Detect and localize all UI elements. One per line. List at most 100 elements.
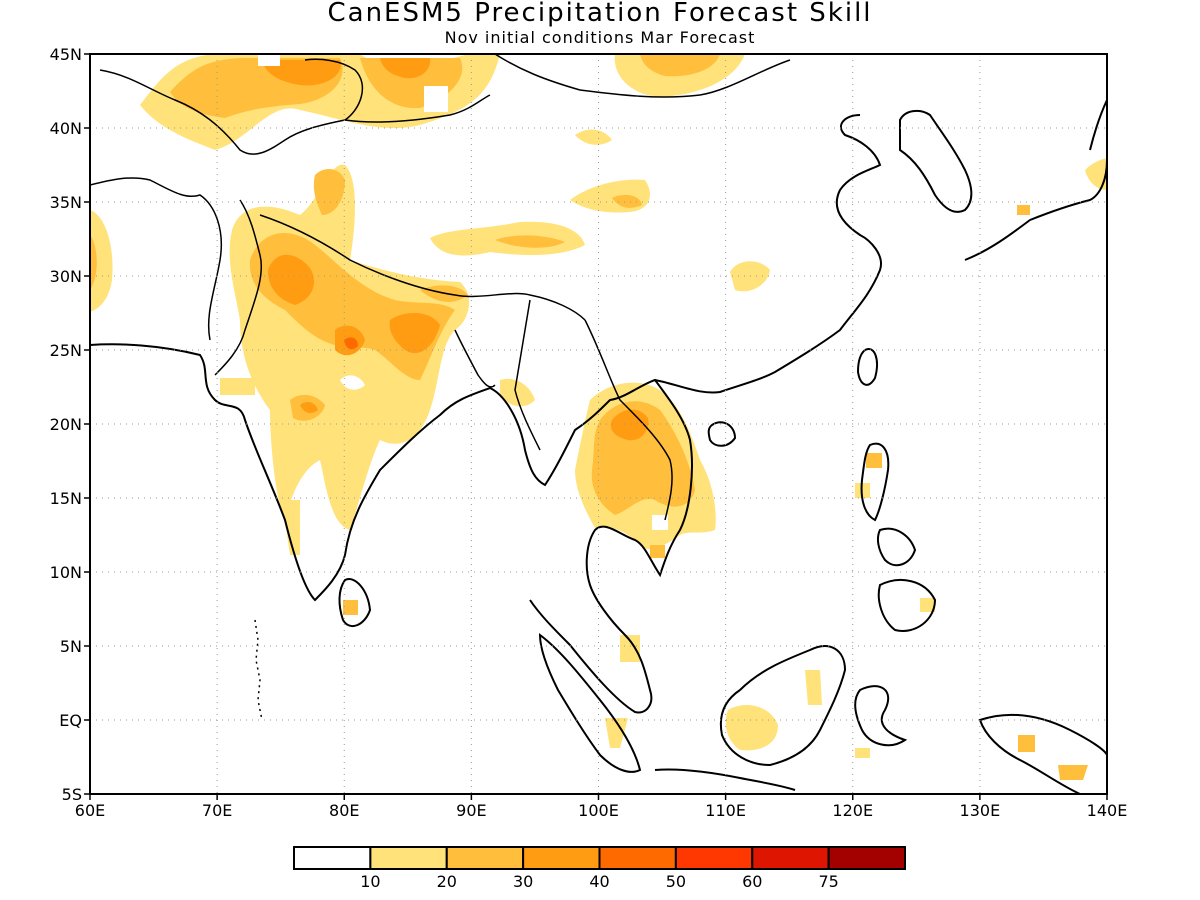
skill-region-qinghai-mid bbox=[612, 194, 642, 208]
colorbar-label: 10 bbox=[360, 872, 380, 891]
colorbar-label: 20 bbox=[437, 872, 457, 891]
x-axis-ticks: 60E 70E 80E 90E 100E 110E 120E 130E 140E bbox=[75, 794, 1128, 820]
skill-gap-4 bbox=[652, 515, 668, 530]
x-tick-label: 90E bbox=[456, 801, 486, 820]
coast-india bbox=[90, 343, 693, 714]
y-tick-label: 10N bbox=[50, 563, 82, 582]
skill-region-newguinea-east bbox=[1058, 765, 1088, 780]
y-tick-label: 35N bbox=[50, 193, 82, 212]
border-myanmar bbox=[514, 299, 541, 451]
skill-region-mindanao bbox=[920, 598, 935, 612]
y-tick-label: 45N bbox=[50, 45, 82, 64]
colorbar-label: 30 bbox=[513, 872, 533, 891]
map-title: CanESM5 Precipitation Forecast Skill bbox=[327, 0, 873, 28]
coast-sulawesi bbox=[854, 685, 908, 747]
coast-china-east bbox=[654, 114, 882, 394]
colorbar-swatch bbox=[827, 846, 906, 870]
coast-laccadives bbox=[254, 619, 263, 721]
borders bbox=[90, 54, 791, 521]
skill-gap-1 bbox=[258, 54, 280, 66]
skill-region-sumatra bbox=[605, 718, 628, 748]
skill-region-burma bbox=[500, 378, 535, 407]
colorbar-swatch bbox=[522, 846, 601, 870]
coast-luzon bbox=[860, 442, 890, 522]
coast-visayas bbox=[876, 527, 917, 567]
skill-region-mongolia-south bbox=[575, 129, 612, 145]
skill-shading bbox=[90, 54, 1107, 780]
y-tick-label: 40N bbox=[50, 119, 82, 138]
skill-region-mongolia-core bbox=[640, 54, 720, 77]
coast-japan bbox=[964, 99, 1107, 261]
skill-region-central-india-red bbox=[344, 337, 358, 350]
colorbar-swatch bbox=[445, 846, 525, 870]
x-tick-label: 140E bbox=[1087, 801, 1128, 820]
coast-korea bbox=[899, 109, 973, 213]
border-india-china bbox=[259, 214, 586, 321]
coast-java bbox=[654, 768, 796, 791]
skill-region-japan bbox=[1085, 158, 1107, 190]
skill-region-luzon bbox=[866, 453, 882, 468]
y-axis-ticks: 45N 40N 35N 30N 25N 20N 15N 10N 5N EQ 5S bbox=[50, 45, 90, 804]
border-pakistan-india bbox=[214, 199, 263, 376]
coast-hainan bbox=[707, 421, 737, 447]
y-tick-label: 25N bbox=[50, 341, 82, 360]
x-tick-label: 130E bbox=[960, 801, 1001, 820]
skill-region-tibet-mid bbox=[495, 235, 565, 248]
colorbar-swatch bbox=[751, 846, 830, 870]
skill-region-srilanka bbox=[343, 600, 358, 615]
y-tick-label: EQ bbox=[59, 711, 82, 730]
skill-region-indochina-core bbox=[610, 409, 649, 441]
skill-region-central-asia-core bbox=[262, 60, 341, 86]
coast-new-guinea bbox=[978, 713, 1107, 794]
skill-region-kazakh-core bbox=[380, 58, 431, 79]
coastlines bbox=[90, 99, 1107, 794]
coast-sumatra bbox=[538, 632, 642, 773]
colorbar: 10 20 30 40 50 60 75 bbox=[293, 846, 906, 891]
y-tick-label: 5S bbox=[62, 785, 82, 804]
colorbar-swatch bbox=[674, 846, 754, 870]
y-tick-label: 15N bbox=[50, 489, 82, 508]
x-tick-label: 120E bbox=[832, 801, 873, 820]
border-indochina bbox=[584, 319, 673, 521]
skill-region-newguinea bbox=[1018, 735, 1035, 752]
skill-region-west-edge-mid bbox=[90, 235, 97, 290]
coast-sri-lanka bbox=[338, 578, 372, 628]
x-tick-label: 70E bbox=[202, 801, 232, 820]
border-iran-afghan bbox=[90, 177, 222, 341]
y-tick-label: 5N bbox=[60, 637, 82, 656]
colorbar-swatch bbox=[293, 846, 372, 870]
coast-borneo bbox=[720, 645, 847, 767]
x-tick-label: 100E bbox=[578, 801, 619, 820]
colorbar-label: 50 bbox=[666, 872, 686, 891]
skill-region-borneo bbox=[725, 705, 778, 751]
skill-region-malay bbox=[620, 635, 640, 662]
coast-taiwan bbox=[856, 348, 878, 386]
colorbar-swatch bbox=[598, 846, 677, 870]
colorbar-label: 75 bbox=[818, 872, 838, 891]
skill-region-sulawesi bbox=[855, 748, 870, 758]
skill-region-ganges-core bbox=[389, 313, 440, 354]
colorbar-label: 60 bbox=[742, 872, 762, 891]
skill-region-south-india bbox=[282, 500, 300, 555]
border-mongolia bbox=[494, 54, 791, 98]
x-tick-label: 110E bbox=[705, 801, 746, 820]
x-tick-label: 80E bbox=[329, 801, 359, 820]
skill-region-qinghai bbox=[570, 179, 650, 213]
border-kazakh-china bbox=[344, 94, 491, 123]
coast-mindanao bbox=[877, 579, 937, 632]
skill-gap-3 bbox=[340, 375, 365, 390]
map-subtitle: Nov initial conditions Mar Forecast bbox=[444, 28, 756, 47]
border-central-asia bbox=[99, 58, 364, 155]
skill-region-himalaya bbox=[313, 168, 345, 215]
skill-region-sabah bbox=[805, 670, 822, 705]
y-tick-label: 30N bbox=[50, 267, 82, 286]
skill-region-deccan-core bbox=[300, 402, 318, 413]
skill-region-gujarat bbox=[220, 378, 255, 395]
skill-region-west-edge bbox=[90, 210, 113, 312]
x-tick-label: 60E bbox=[75, 801, 105, 820]
skill-region-nw-india-core bbox=[268, 254, 315, 305]
border-bangladesh bbox=[454, 329, 496, 388]
skill-region-cambodia bbox=[650, 545, 665, 558]
colorbar-label: 40 bbox=[589, 872, 609, 891]
skill-gap-2 bbox=[424, 86, 448, 112]
